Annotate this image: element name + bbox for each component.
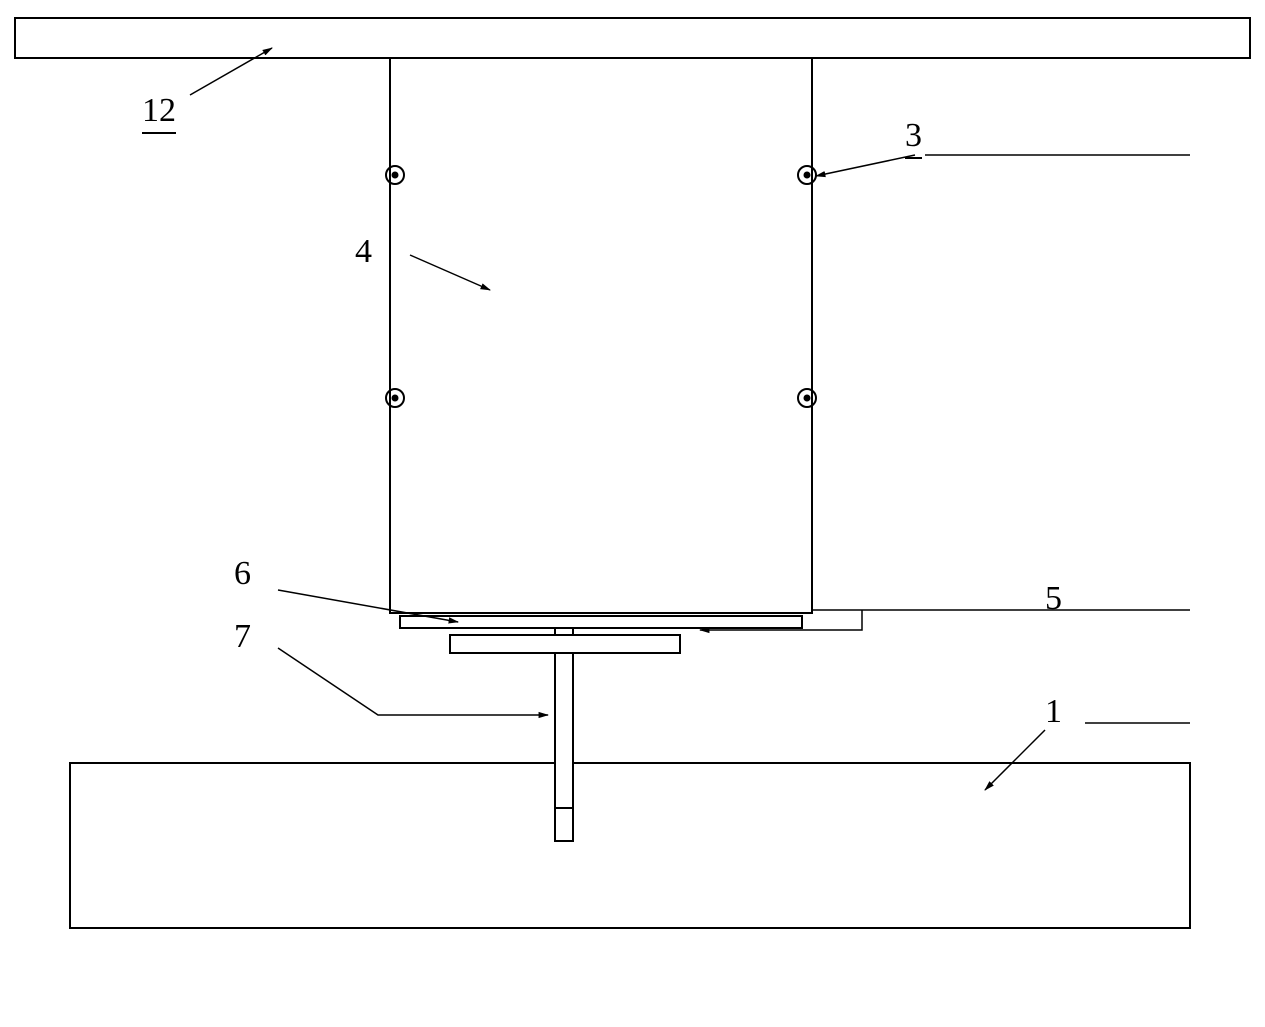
label-7: 7 [234,618,251,656]
fastener-tl [386,166,404,184]
base-box [70,763,1190,928]
leader-12 [190,48,272,95]
label-12: 12 [142,92,176,134]
stem [555,653,573,808]
fastener-br [798,389,816,407]
label-6: 6 [234,555,251,593]
leader-6 [278,590,458,622]
leader-4 [410,255,490,290]
label-1: 1 [1045,693,1062,731]
leader-1 [985,730,1045,790]
main-box [390,58,812,613]
fastener-tr [798,166,816,184]
label-4: 4 [355,233,372,271]
label-3: 3 [905,117,922,159]
leader-7 [278,648,548,715]
leader-3 [816,155,915,176]
fastener-bl [386,389,404,407]
label-5: 5 [1045,580,1062,618]
top-bar [15,18,1250,58]
diagram-canvas [0,0,1265,1027]
bottom-plate [400,616,802,628]
small-bar [450,635,680,653]
